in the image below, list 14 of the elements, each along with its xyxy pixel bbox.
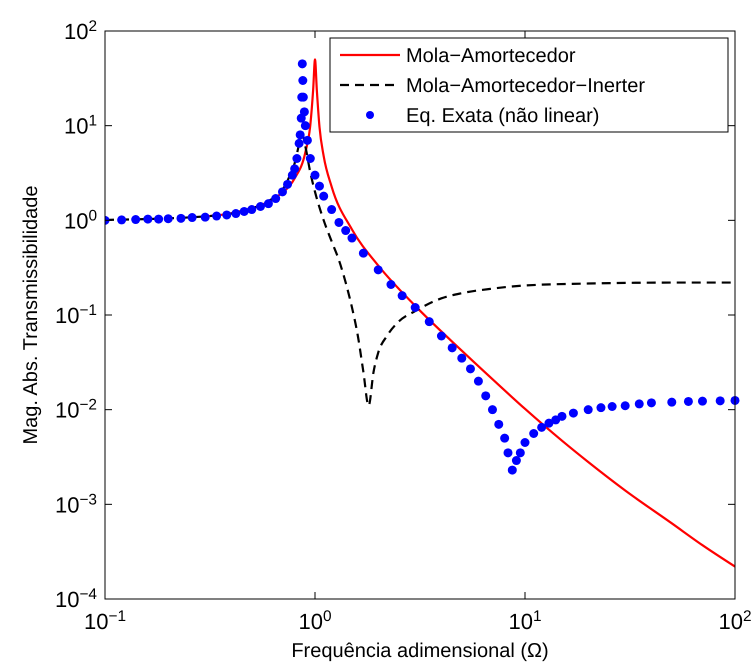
- y-tick-label: 10$^{2}$: [64, 18, 97, 44]
- legend-label: Eq. Exata (não linear): [406, 105, 600, 127]
- x-axis-title: Frequência adimensional (Ω): [291, 640, 549, 662]
- x-tick-label: 10$^{0}$: [298, 608, 332, 634]
- x-tick-label: 10$^{2}$: [718, 608, 752, 634]
- y-tick-label: 10$^{−1}$: [54, 302, 97, 328]
- y-tick-label: 10$^{0}$: [64, 206, 97, 234]
- y-tick-label: 10$^{−2}$: [54, 396, 97, 423]
- legend-label: Mola−Amortecedor: [406, 45, 576, 67]
- y-axis-title: Mag. Abs. Transmissibilidade: [20, 185, 42, 445]
- y-tick-label: 10$^{−3}$: [54, 490, 97, 518]
- y-tick-label: 10$^{1}$: [64, 112, 97, 139]
- x-tick-label: 10$^{1}$: [508, 608, 542, 634]
- legend-label: Mola−Amortecedor−Inerter: [406, 75, 646, 97]
